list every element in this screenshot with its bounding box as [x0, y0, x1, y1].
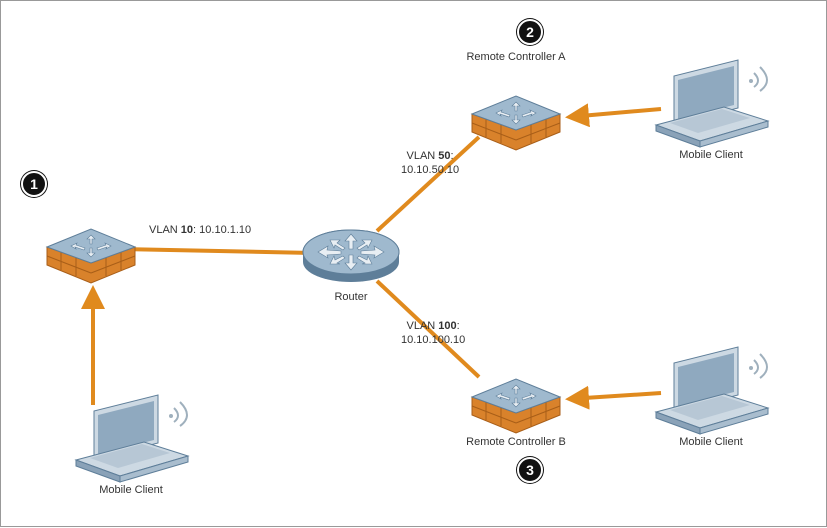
vlan100-label: VLAN 100: 10.10.100.10 — [401, 319, 465, 348]
laptop_bottom-label: Mobile Client — [641, 435, 781, 449]
link-controller_left-router — [123, 249, 313, 253]
laptop_top — [646, 59, 776, 154]
laptop_top-label: Mobile Client — [641, 148, 781, 162]
controller_b — [466, 351, 566, 441]
controller_b-label: Remote Controller B — [446, 435, 586, 449]
controller_a — [466, 68, 566, 158]
badge-2: 2 — [517, 19, 543, 45]
vlan10-label: VLAN 10: 10.10.1.10 — [149, 223, 251, 237]
router — [296, 216, 406, 296]
laptop_left-label: Mobile Client — [61, 483, 201, 497]
badge-3: 3 — [517, 457, 543, 483]
controller_left — [41, 201, 141, 291]
controller_a-label: Remote Controller A — [446, 50, 586, 64]
badge-1: 1 — [21, 171, 47, 197]
network-diagram: Remote Controller A Remote Controller B — [1, 1, 826, 526]
laptop_bottom — [646, 346, 776, 441]
router-label: Router — [281, 290, 421, 304]
laptop_left — [66, 394, 196, 489]
vlan50-label: VLAN 50: 10.10.50.10 — [401, 149, 459, 178]
